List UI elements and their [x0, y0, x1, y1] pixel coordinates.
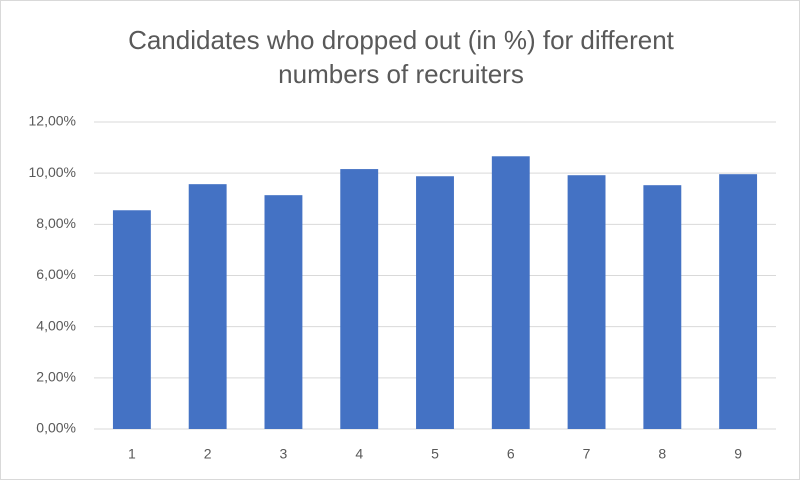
y-tick-label: 4,00% [36, 317, 76, 333]
x-tick-label: 7 [583, 446, 591, 462]
bar [264, 195, 303, 429]
x-tick-label: 3 [280, 446, 288, 462]
bar [112, 210, 151, 429]
bar [643, 185, 682, 429]
x-tick-label: 6 [507, 446, 515, 462]
bar [416, 176, 454, 429]
x-tick-label: 4 [355, 446, 363, 462]
x-tick-label: 8 [658, 446, 666, 462]
y-tick-label: 6,00% [36, 266, 76, 282]
y-tick-label: 10,00% [29, 164, 76, 180]
chart-title: Candidates who dropped out (in %) for di… [128, 25, 674, 89]
bar [719, 174, 758, 429]
y-tick-label: 0,00% [36, 420, 76, 436]
y-tick-label: 8,00% [36, 215, 76, 231]
y-tick-label: 2,00% [36, 369, 76, 385]
bar [491, 156, 530, 429]
x-tick-label: 9 [734, 446, 742, 462]
y-tick-label: 12,00% [29, 113, 76, 129]
bar [188, 184, 227, 429]
bar [567, 175, 606, 429]
bar [340, 169, 379, 429]
x-tick-label: 1 [128, 446, 136, 462]
x-tick-label: 2 [204, 446, 212, 462]
x-tick-label: 5 [431, 446, 439, 462]
